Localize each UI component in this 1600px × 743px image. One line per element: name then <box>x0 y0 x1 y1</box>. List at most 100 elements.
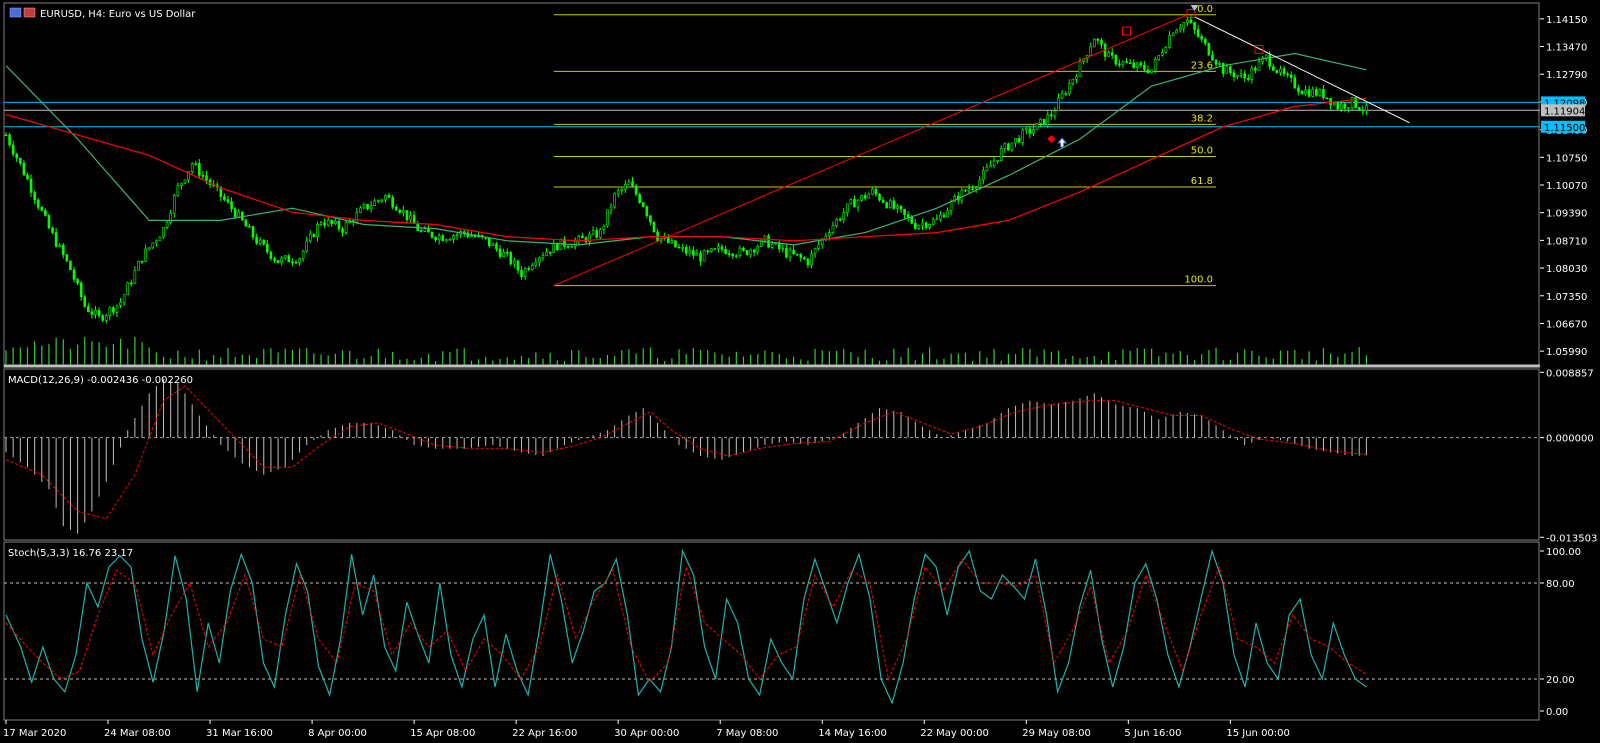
candle-body <box>896 205 899 209</box>
candle-body <box>534 261 538 266</box>
signal-diamond-marker <box>1047 134 1056 143</box>
candle-body <box>570 245 573 248</box>
fib-level-label: 50.0 <box>1191 145 1213 156</box>
candle-body <box>563 238 566 247</box>
candle-body <box>899 205 903 210</box>
candle-body <box>996 159 999 162</box>
candle-body <box>430 231 434 238</box>
candle-body <box>11 144 15 155</box>
candle-body <box>316 223 319 238</box>
candle-body <box>115 304 119 313</box>
candle-body <box>881 199 885 203</box>
candle-body <box>1046 114 1050 125</box>
candle-body <box>620 188 624 192</box>
candle-body <box>813 248 817 254</box>
candle-body <box>147 247 151 250</box>
price-tick-label: 1.14150 <box>1546 15 1587 26</box>
candle-body <box>681 247 684 249</box>
candle-body <box>337 220 341 230</box>
candle-body <box>1350 97 1354 108</box>
candle-body <box>595 230 599 238</box>
time-tick-label: 8 Apr 00:00 <box>308 728 367 739</box>
candle-body <box>1293 77 1297 89</box>
candle-body <box>323 222 326 226</box>
candle-body <box>1257 61 1261 71</box>
candle-body <box>1207 42 1211 56</box>
candle-body <box>79 282 83 298</box>
candle-body <box>545 251 548 256</box>
candle-body <box>130 282 133 285</box>
candle-body <box>470 235 473 238</box>
candle-body <box>1264 54 1268 59</box>
candle-body <box>598 229 602 238</box>
price-tick-label: 1.12790 <box>1546 70 1587 81</box>
time-tick-label: 24 Mar 08:00 <box>104 728 171 739</box>
candle-body <box>1232 72 1236 78</box>
candle-body <box>781 247 785 250</box>
candle-body <box>237 211 240 218</box>
candle-body <box>806 258 810 266</box>
candle-body <box>641 202 645 208</box>
candle-body <box>419 230 423 232</box>
candle-body <box>924 222 928 228</box>
candle-body <box>1014 138 1017 144</box>
candle-body <box>1189 19 1193 23</box>
candle-body <box>165 222 169 228</box>
candle-body <box>287 255 291 263</box>
candle-body <box>423 228 427 232</box>
candle-body <box>709 248 713 252</box>
candle-body <box>1150 69 1153 74</box>
candle-body <box>874 188 878 195</box>
candle-body <box>437 235 441 241</box>
price-tick-label: 1.09390 <box>1546 209 1587 220</box>
candle-body <box>1071 78 1075 84</box>
candle-body <box>1340 103 1343 110</box>
candle-body <box>22 162 26 176</box>
time-tick-label: 17 Mar 2020 <box>3 728 66 739</box>
stochastic-pane <box>4 548 1540 705</box>
candle-body <box>999 148 1003 161</box>
candle-body <box>1343 103 1347 109</box>
candle-body <box>810 253 813 266</box>
candle-body <box>301 250 305 259</box>
candle-body <box>1332 102 1336 106</box>
candle-body <box>606 209 609 227</box>
candle-body <box>319 222 323 225</box>
candle-body <box>1300 91 1304 95</box>
candle-body <box>51 227 54 233</box>
price-tick-label: 1.13470 <box>1546 43 1587 54</box>
chart-header: EURUSD, H4: Euro vs US Dollar <box>9 7 196 20</box>
candle-body <box>871 188 874 195</box>
candle-body <box>745 250 749 256</box>
candle-body <box>291 261 294 264</box>
candle-body <box>8 134 11 146</box>
candle-body <box>835 218 838 226</box>
candle-body <box>803 257 806 260</box>
candle-body <box>1286 73 1289 76</box>
candle-body <box>949 201 953 211</box>
candle-body <box>756 246 760 253</box>
candle-body <box>921 222 924 226</box>
candle-body <box>409 215 412 221</box>
candle-body <box>101 315 104 321</box>
price-axis: 1.141501.134701.127901.121101.114301.107… <box>1540 15 1597 718</box>
candle-body <box>1347 107 1350 109</box>
candle-body <box>788 249 792 258</box>
candle-body <box>33 192 36 201</box>
candle-body <box>856 200 860 208</box>
candle-body <box>1010 142 1014 151</box>
candle-body <box>58 244 62 247</box>
candle-body <box>97 310 101 316</box>
candle-body <box>29 178 33 193</box>
candle-body <box>1067 83 1071 95</box>
candle-body <box>341 228 344 233</box>
candle-body <box>1236 75 1239 78</box>
candle-body <box>183 179 187 184</box>
candle-body <box>126 282 130 296</box>
candle-body <box>1314 89 1318 96</box>
candle-body <box>1118 63 1121 66</box>
candle-body <box>119 302 122 306</box>
candle-body <box>1289 74 1293 78</box>
buy-arrow-marker <box>1057 137 1068 148</box>
